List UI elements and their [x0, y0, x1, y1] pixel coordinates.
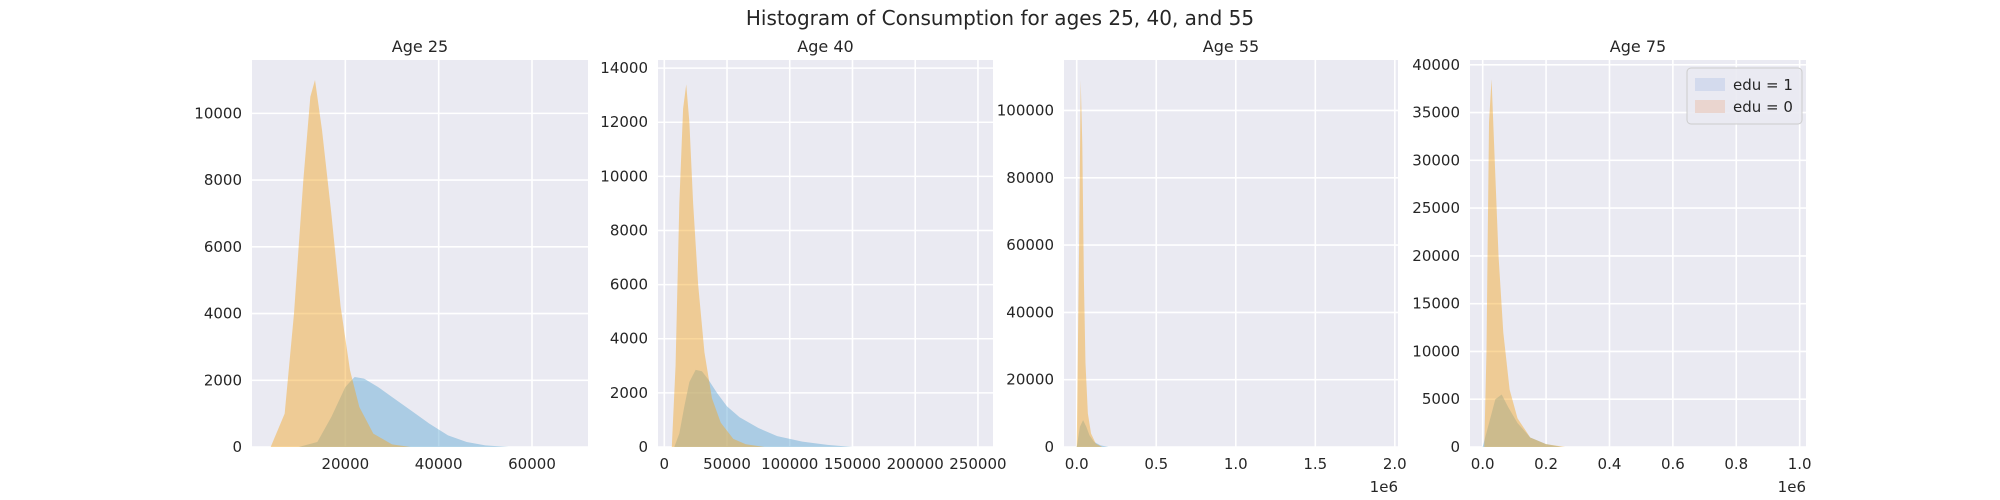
x-tick-label: 250000: [949, 455, 1006, 473]
x-tick-label: 0: [660, 455, 670, 473]
y-tick-label: 60000: [1006, 236, 1054, 254]
legend: edu = 1 edu = 0: [1686, 67, 1803, 125]
legend-label: edu = 0: [1733, 98, 1793, 116]
x-tick-label: 1.0: [1788, 455, 1812, 473]
y-tick-label: 8000: [610, 221, 648, 239]
y-tick-label: 4000: [610, 330, 648, 348]
subplot-3: 0.0 0.5 1.0 1.5 2.0 0 20000 40000 60000 80000 1000…: [997, 37, 1407, 496]
y-tick-label: 2000: [204, 371, 242, 389]
histogram-series-edu0: [270, 80, 411, 447]
y-tick-label: 0: [1044, 438, 1054, 456]
subplot-title: Age 75: [1610, 37, 1666, 56]
subplot-title: Age 40: [797, 37, 853, 56]
x-tick-label: 0.4: [1598, 455, 1622, 473]
plot-area: [658, 60, 993, 447]
y-tick-label: 100000: [997, 101, 1054, 119]
x-offset-label: 1e6: [1370, 478, 1398, 496]
y-tick-label: 2000: [610, 384, 648, 402]
y-tick-label: 6000: [610, 276, 648, 294]
figure-title: Histogram of Consumption for ages 25, 40…: [745, 6, 1255, 30]
y-tick-label: 25000: [1412, 199, 1460, 217]
y-tick-label: 0: [1450, 438, 1460, 456]
x-tick-label: 50000: [703, 455, 751, 473]
y-tick-label: 10000: [1412, 342, 1460, 360]
y-tick-label: 0: [638, 438, 648, 456]
y-tick-label: 40000: [1412, 56, 1460, 74]
y-tick-label: 15000: [1412, 295, 1460, 313]
legend-swatch: [1695, 100, 1725, 113]
subplot-1: 20000 40000 60000 0 2000 4000 6000 8000 10000 Age…: [194, 37, 588, 473]
histogram-series-edu1: [1482, 394, 1562, 447]
histogram-series-edu0: [1484, 79, 1566, 447]
y-tick-label: 35000: [1412, 104, 1460, 122]
y-tick-label: 6000: [204, 238, 242, 256]
x-tick-label: 1.0: [1224, 455, 1248, 473]
y-tick-label: 30000: [1412, 151, 1460, 169]
x-tick-label: 150000: [824, 455, 881, 473]
x-tick-label: 100000: [761, 455, 818, 473]
x-tick-label: 0.5: [1144, 455, 1168, 473]
y-tick-label: 12000: [600, 113, 648, 131]
y-tick-label: 4000: [204, 305, 242, 323]
y-tick-label: 0: [232, 438, 242, 456]
y-tick-label: 20000: [1412, 247, 1460, 265]
legend-swatch: [1695, 78, 1725, 91]
subplot-title: Age 25: [392, 37, 448, 56]
plot-area: [1064, 60, 1398, 447]
y-tick-label: 14000: [600, 59, 648, 77]
histogram-series-edu1: [1076, 420, 1109, 447]
x-tick-label: 2.0: [1383, 455, 1407, 473]
x-tick-label: 0.6: [1661, 455, 1685, 473]
x-tick-label: 40000: [415, 455, 463, 473]
x-tick-label: 200000: [887, 455, 944, 473]
subplot-title: Age 55: [1203, 37, 1259, 56]
x-tick-label: 1.5: [1303, 455, 1327, 473]
subplot-2: 0 50000 100000 150000 200000 250000 0 2000 4000 6…: [600, 37, 1006, 473]
y-tick-label: 80000: [1006, 169, 1054, 187]
histogram-series-edu0: [1076, 80, 1103, 447]
y-tick-label: 5000: [1422, 390, 1460, 408]
histogram-series-edu0: [671, 84, 765, 448]
x-tick-label: 60000: [508, 455, 556, 473]
y-tick-label: 10000: [194, 104, 242, 122]
x-tick-label: 0.2: [1534, 455, 1558, 473]
x-tick-label: 0.0: [1471, 455, 1495, 473]
y-tick-label: 10000: [600, 167, 648, 185]
histogram-series-edu1: [674, 369, 853, 447]
x-tick-label: 20000: [321, 455, 369, 473]
histogram-series-edu1: [298, 376, 509, 447]
y-tick-label: 40000: [1006, 303, 1054, 321]
y-tick-label: 8000: [204, 171, 242, 189]
x-tick-label: 0.8: [1724, 455, 1748, 473]
y-tick-label: 20000: [1006, 371, 1054, 389]
legend-label: edu = 1: [1733, 76, 1793, 94]
x-tick-label: 0.0: [1065, 455, 1089, 473]
x-offset-label: 1e6: [1778, 478, 1806, 496]
subplot-4: 0.0 0.2 0.4 0.6 0.8 1.0 0 5000 10000 15000 20000 25…: [1412, 37, 1811, 496]
